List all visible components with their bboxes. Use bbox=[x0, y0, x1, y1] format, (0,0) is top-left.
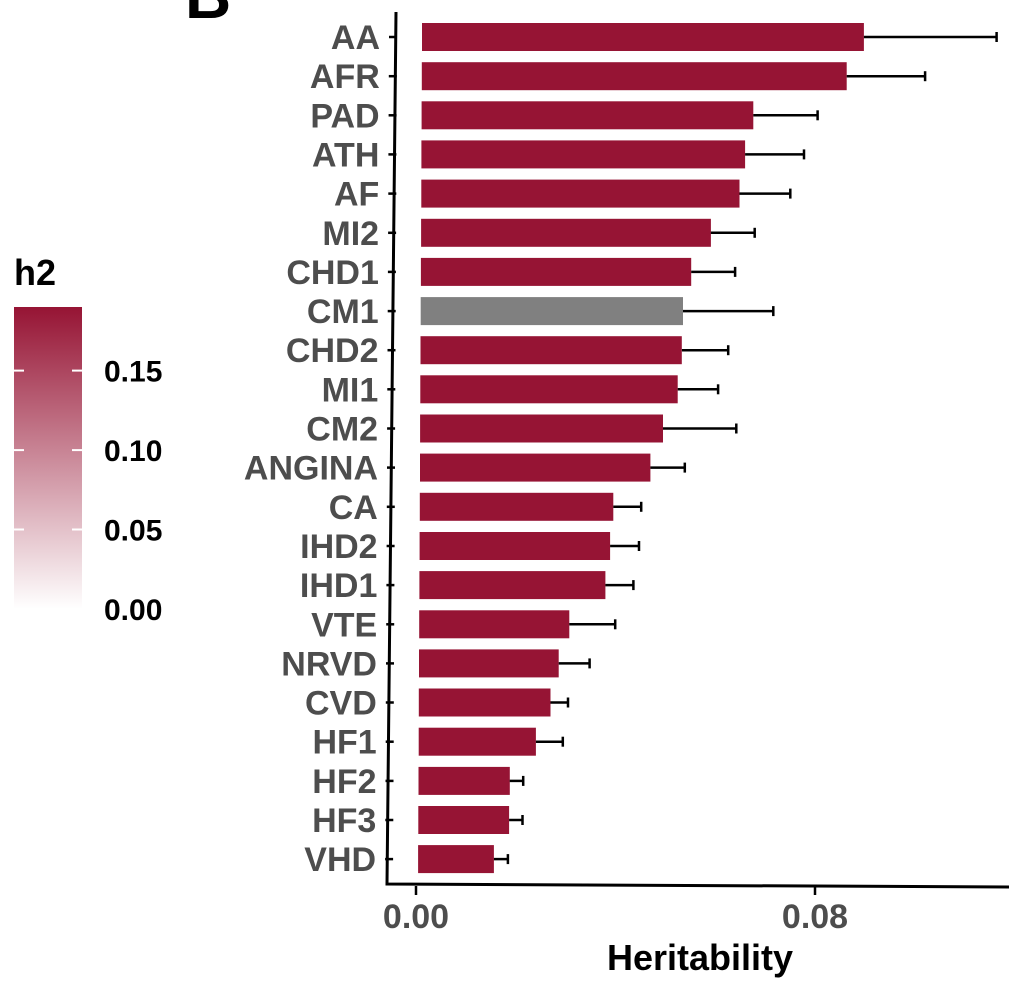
category-label-chd2: CHD2 bbox=[286, 332, 379, 370]
category-label-nrvd: NRVD bbox=[281, 645, 377, 683]
category-label-cm2: CM2 bbox=[306, 411, 378, 449]
bar-ath bbox=[421, 140, 746, 169]
category-label-ath: ATH bbox=[312, 136, 379, 174]
legend-title: h2 bbox=[14, 252, 56, 293]
x-axis-label: Heritability bbox=[607, 937, 793, 978]
category-label-ihd2: IHD2 bbox=[300, 528, 377, 566]
category-label-afr: AFR bbox=[310, 58, 380, 96]
bar-hf1 bbox=[418, 727, 536, 756]
bar-cm1 bbox=[420, 297, 683, 326]
x-tick-label-0.08: 0.08 bbox=[782, 898, 848, 936]
category-label-mi1: MI1 bbox=[322, 371, 379, 409]
bar-cvd bbox=[418, 688, 551, 717]
category-label-hf1: HF1 bbox=[312, 724, 376, 762]
bar-ca bbox=[419, 492, 614, 521]
bar-afr bbox=[421, 62, 847, 91]
category-label-hf3: HF3 bbox=[312, 802, 376, 840]
category-label-mi2: MI2 bbox=[322, 215, 379, 253]
bar-hf2 bbox=[418, 766, 510, 795]
legend: h2 0.15 0.10 0.05 0.00 bbox=[14, 252, 162, 627]
bar-aa bbox=[422, 23, 864, 51]
panel-letter: B bbox=[185, 0, 231, 32]
bar-ihd1 bbox=[419, 571, 606, 600]
category-label-pad: PAD bbox=[310, 97, 379, 135]
category-label-cvd: CVD bbox=[305, 685, 377, 723]
bar-chd1 bbox=[420, 257, 692, 286]
bar-vhd bbox=[418, 845, 494, 874]
bars bbox=[418, 23, 864, 874]
axes-frame bbox=[385, 11, 1009, 889]
error-bars bbox=[493, 32, 998, 865]
bar-angina bbox=[420, 453, 651, 482]
category-label-aa: AA bbox=[331, 19, 380, 57]
bar-hf3 bbox=[418, 806, 510, 834]
bar-pad bbox=[421, 101, 754, 130]
category-label-ca: CA bbox=[329, 489, 378, 527]
bar-mi1 bbox=[420, 375, 678, 404]
bar-af bbox=[421, 179, 740, 208]
category-label-hf2: HF2 bbox=[312, 763, 376, 801]
bar-cm2 bbox=[420, 414, 663, 443]
x-axis-ticks: 0.00 0.08 bbox=[383, 886, 848, 936]
category-label-angina: ANGINA bbox=[244, 450, 378, 488]
category-label-af: AF bbox=[334, 176, 379, 214]
bar-chd2 bbox=[420, 336, 682, 365]
legend-ticks: 0.15 0.10 0.05 0.00 bbox=[14, 356, 162, 627]
category-label-chd1: CHD1 bbox=[286, 254, 379, 292]
legend-tick-label-0.15: 0.15 bbox=[104, 356, 162, 389]
bar-ihd2 bbox=[419, 532, 611, 560]
legend-colorbar bbox=[14, 307, 82, 609]
category-label-cm1: CM1 bbox=[307, 293, 379, 331]
category-label-ihd1: IHD1 bbox=[300, 567, 377, 605]
bar-mi2 bbox=[421, 218, 711, 247]
legend-tick-label-0.00: 0.00 bbox=[104, 594, 162, 627]
bar-vte bbox=[419, 610, 570, 639]
category-labels: AAAFRPADATHAFMI2CHD1CM1CHD2MI1CM2ANGINAC… bbox=[244, 19, 397, 879]
category-label-vte: VTE bbox=[311, 606, 377, 644]
x-tick-label-0.00: 0.00 bbox=[383, 898, 449, 936]
bar-nrvd bbox=[419, 649, 559, 678]
legend-tick-label-0.05: 0.05 bbox=[104, 515, 162, 548]
category-label-vhd: VHD bbox=[304, 841, 376, 879]
legend-tick-label-0.10: 0.10 bbox=[104, 435, 162, 468]
